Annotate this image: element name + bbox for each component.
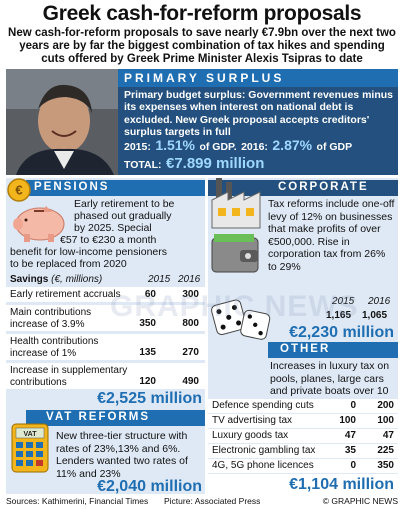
row-value-2016: 490 — [182, 376, 199, 387]
row-label: Health contributions increase of 1% — [10, 336, 99, 359]
row-value-2016: 225 — [377, 445, 394, 456]
row-label: TV advertising tax — [212, 415, 293, 426]
row-value-2015: 35 — [344, 445, 356, 456]
table-row: Early retirement accruals 60 300 — [6, 287, 205, 302]
footer-picture-credit: Picture: Associated Press — [164, 496, 261, 506]
row-value-2015: 350 — [139, 318, 156, 329]
savings-label: Savings — [10, 274, 49, 285]
other-heading: OTHER — [268, 342, 398, 358]
surplus-targets: 2015: 1.51% of GDP. 2016: 2.87% of GDP — [124, 137, 352, 155]
right-panel: CORPORATE Tax reforms include one-off le… — [208, 178, 398, 474]
table-row: Main contributions increase of 3.9% 350 … — [6, 305, 205, 331]
wallet-icon — [210, 232, 262, 281]
savings-header: Savings (€, millions) — [10, 274, 102, 285]
tsipras-photo — [6, 69, 118, 175]
year-2016-suffix: of GDP — [316, 141, 353, 153]
pensions-year-2015: 2015 — [148, 274, 171, 285]
row-label: Electronic gambling tax — [212, 445, 316, 456]
row-value-2015: 135 — [139, 347, 156, 358]
corporate-total: €2,230 million — [289, 324, 394, 341]
vat-text: New three-tier structure with rates of 2… — [56, 430, 188, 480]
pensions-text-1: Early retirement to be — [74, 198, 175, 210]
table-row: Increase in supplementary contributions … — [6, 363, 205, 389]
row-value-2016: 300 — [182, 289, 199, 300]
table-row: Health contributions increase of 1% 135 … — [6, 334, 205, 360]
left-panel: PENSIONS € Early retirement to be phased… — [6, 178, 205, 495]
factory-icon — [210, 178, 266, 235]
vat-total: €2,040 million — [97, 478, 202, 495]
year-2016-value: 2.87% — [272, 137, 313, 153]
pensions-total: €2,525 million — [97, 390, 202, 407]
piggy-bank-icon — [10, 200, 68, 249]
pensions-text-5: benefit for low-income pensioners — [10, 246, 167, 258]
row-value-2016: 800 — [182, 318, 199, 329]
row-value-2016: 47 — [382, 430, 394, 441]
surplus-total-value: €7.899 million — [165, 155, 265, 172]
euro-coin-icon: € — [7, 178, 31, 207]
surplus-total-label: TOTAL: — [124, 159, 162, 171]
row-value-2016: 200 — [377, 400, 394, 411]
year-2016-label: 2016: — [241, 141, 268, 153]
svg-text:VAT: VAT — [24, 431, 38, 438]
row-value-2015: 0 — [350, 400, 356, 411]
page-subtitle: New cash-for-reform proposals to save ne… — [8, 27, 396, 65]
surplus-total: TOTAL: €7.899 million — [124, 155, 264, 173]
page-title: Greek cash-for-reform proposals — [42, 2, 362, 25]
surplus-heading: PRIMARY SURPLUS — [118, 69, 398, 87]
row-label: Increase in supplementary contributions — [10, 365, 128, 388]
corporate-year-2015: 2015 — [332, 296, 355, 307]
year-2015-suffix: of GDP. — [199, 141, 237, 153]
corporate-year-2016: 2016 — [368, 296, 391, 307]
pensions-text-4: €57 to €230 a month — [60, 234, 157, 246]
pensions-text-3: by 2025. Special — [74, 222, 152, 234]
row-value-2016: 270 — [182, 347, 199, 358]
row-label: Defence spending cuts — [212, 400, 314, 411]
row-value-2016: 350 — [377, 460, 394, 471]
row-value-2015: 0 — [350, 460, 356, 471]
year-2015-value: 1.51% — [155, 137, 196, 153]
corporate-value-2015: 1,165 — [326, 310, 352, 321]
year-2015-label: 2015: — [124, 141, 151, 153]
footer-credit: © GRAPHIC NEWS — [322, 496, 398, 506]
svg-text:€: € — [15, 183, 22, 198]
table-row: TV advertising tax 100 100 — [208, 414, 398, 428]
pensions-text-2: phased out gradually — [74, 210, 172, 222]
pensions-heading: PENSIONS — [26, 180, 205, 196]
table-row: Defence spending cuts 0 200 — [208, 399, 398, 413]
row-value-2015: 120 — [139, 376, 156, 387]
footer: Sources: Kathimerini, Financial Times Pi… — [6, 496, 398, 506]
other-total: €1,104 million — [289, 476, 394, 493]
watermark: GRAPHIC NEWS — [110, 290, 359, 323]
row-label: 4G, 5G phone licences — [212, 460, 314, 471]
primary-surplus-section: PRIMARY SURPLUS Primary budget surplus: … — [6, 69, 398, 175]
corporate-value-2016: 1,065 — [362, 310, 388, 321]
row-value-2015: 47 — [344, 430, 356, 441]
row-value-2016: 100 — [377, 415, 394, 426]
vat-heading: VAT REFORMS — [26, 410, 205, 426]
table-row: Luxury goods tax 47 47 — [208, 429, 398, 443]
savings-unit: (€, millions) — [51, 274, 103, 285]
dice-icon — [210, 290, 274, 353]
table-row: 4G, 5G phone licences 0 350 — [208, 459, 398, 473]
corporate-text: Tax reforms include one-off levy of 12% … — [268, 198, 395, 273]
table-row: Electronic gambling tax 35 225 — [208, 444, 398, 458]
row-label: Early retirement accruals — [10, 289, 121, 300]
pensions-year-2016: 2016 — [178, 274, 201, 285]
row-value-2015: 60 — [144, 289, 156, 300]
corporate-heading: CORPORATE — [208, 180, 398, 196]
footer-sources: Sources: Kathimerini, Financial Times — [6, 496, 149, 506]
surplus-description: Primary budget surplus: Government reven… — [124, 89, 393, 139]
row-value-2015: 100 — [339, 415, 356, 426]
calculator-icon: VAT — [10, 422, 50, 479]
pensions-text-6: to be replaced from 2020 — [10, 258, 127, 270]
row-label: Main contributions increase of 3.9% — [10, 307, 92, 330]
row-label: Luxury goods tax — [212, 430, 289, 441]
